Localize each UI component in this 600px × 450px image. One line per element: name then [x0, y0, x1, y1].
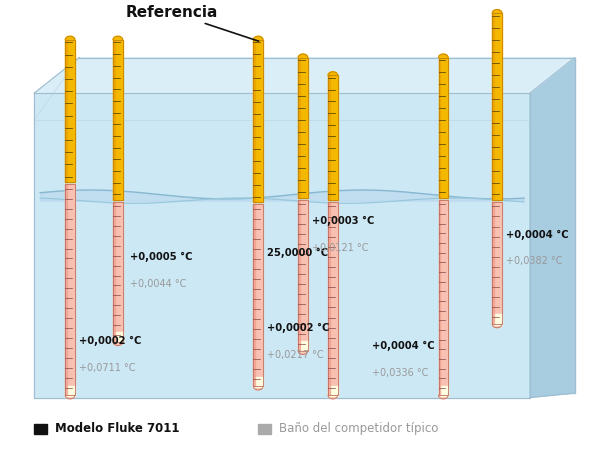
Polygon shape [439, 395, 448, 399]
Bar [493, 202, 502, 324]
Bar [65, 386, 75, 396]
Bar [328, 202, 329, 395]
Bar [113, 202, 122, 342]
Bar [328, 386, 338, 396]
Polygon shape [113, 36, 122, 40]
Bar [298, 341, 308, 351]
Bar [65, 40, 67, 182]
Bar [493, 315, 502, 324]
Bar [439, 200, 448, 395]
Bar [253, 377, 263, 387]
Bar [493, 202, 494, 324]
Text: +0,0336 °C: +0,0336 °C [371, 368, 428, 378]
Bar [493, 13, 494, 200]
Bar [493, 13, 502, 200]
Text: +0,0004 °C: +0,0004 °C [371, 341, 434, 351]
Polygon shape [113, 342, 122, 346]
Bar [493, 13, 502, 200]
Text: +0,0217 °C: +0,0217 °C [267, 350, 324, 360]
Polygon shape [34, 58, 575, 93]
Bar [439, 200, 440, 395]
Bar [113, 202, 122, 342]
Bar [253, 40, 263, 202]
Bar [253, 204, 263, 387]
Bar [298, 58, 308, 198]
Text: +0,0121 °C: +0,0121 °C [312, 243, 368, 253]
Bar [113, 332, 122, 342]
Text: +0,0002 °C: +0,0002 °C [267, 323, 329, 333]
Bar [65, 40, 75, 182]
Polygon shape [493, 324, 502, 328]
Bar [298, 200, 308, 351]
Bar [298, 200, 299, 351]
Polygon shape [65, 36, 75, 40]
Polygon shape [493, 9, 502, 13]
Text: +0,0003 °C: +0,0003 °C [312, 216, 374, 226]
Bar [253, 204, 263, 387]
Bar [113, 202, 115, 342]
Bar [328, 202, 338, 395]
Polygon shape [298, 54, 308, 58]
Bar [65, 184, 67, 395]
Bar [253, 204, 255, 387]
Polygon shape [530, 58, 575, 397]
Bar [298, 58, 299, 198]
Text: +0,0044 °C: +0,0044 °C [130, 279, 186, 288]
Bar [253, 40, 263, 202]
Text: 25,0000 °C: 25,0000 °C [267, 248, 328, 257]
Text: Modelo Fluke 7011: Modelo Fluke 7011 [55, 422, 179, 435]
Bar [298, 58, 308, 198]
Text: +0,0002 °C: +0,0002 °C [79, 336, 142, 346]
Text: +0,0382 °C: +0,0382 °C [506, 256, 563, 266]
Bar [113, 40, 122, 200]
Text: Referencia: Referencia [125, 5, 259, 41]
Bar [328, 75, 329, 200]
Polygon shape [439, 54, 448, 58]
Polygon shape [298, 351, 308, 355]
Text: +0,0004 °C: +0,0004 °C [506, 230, 569, 240]
Bar [34, 424, 47, 433]
Bar [439, 58, 448, 198]
Polygon shape [253, 36, 263, 40]
Bar [65, 184, 75, 395]
Bar [258, 424, 271, 433]
Bar [113, 40, 115, 200]
Bar [113, 40, 122, 200]
Polygon shape [328, 72, 338, 75]
Bar [328, 75, 338, 200]
Polygon shape [328, 395, 338, 399]
Polygon shape [65, 395, 75, 399]
Bar [298, 200, 308, 351]
Bar [253, 40, 255, 202]
Bar [328, 75, 338, 200]
Bar [439, 58, 440, 198]
Polygon shape [253, 387, 263, 390]
Polygon shape [79, 58, 575, 393]
Text: Baño del competidor típico: Baño del competidor típico [279, 422, 439, 435]
Text: +0,0005 °C: +0,0005 °C [130, 252, 192, 262]
Bar [439, 200, 448, 395]
Bar [65, 40, 75, 182]
Bar [328, 202, 338, 395]
Bar [439, 386, 448, 396]
Bar [493, 202, 502, 324]
Text: +0,0711 °C: +0,0711 °C [79, 363, 136, 373]
Polygon shape [34, 93, 530, 397]
Bar [439, 58, 448, 198]
Bar [65, 184, 75, 395]
